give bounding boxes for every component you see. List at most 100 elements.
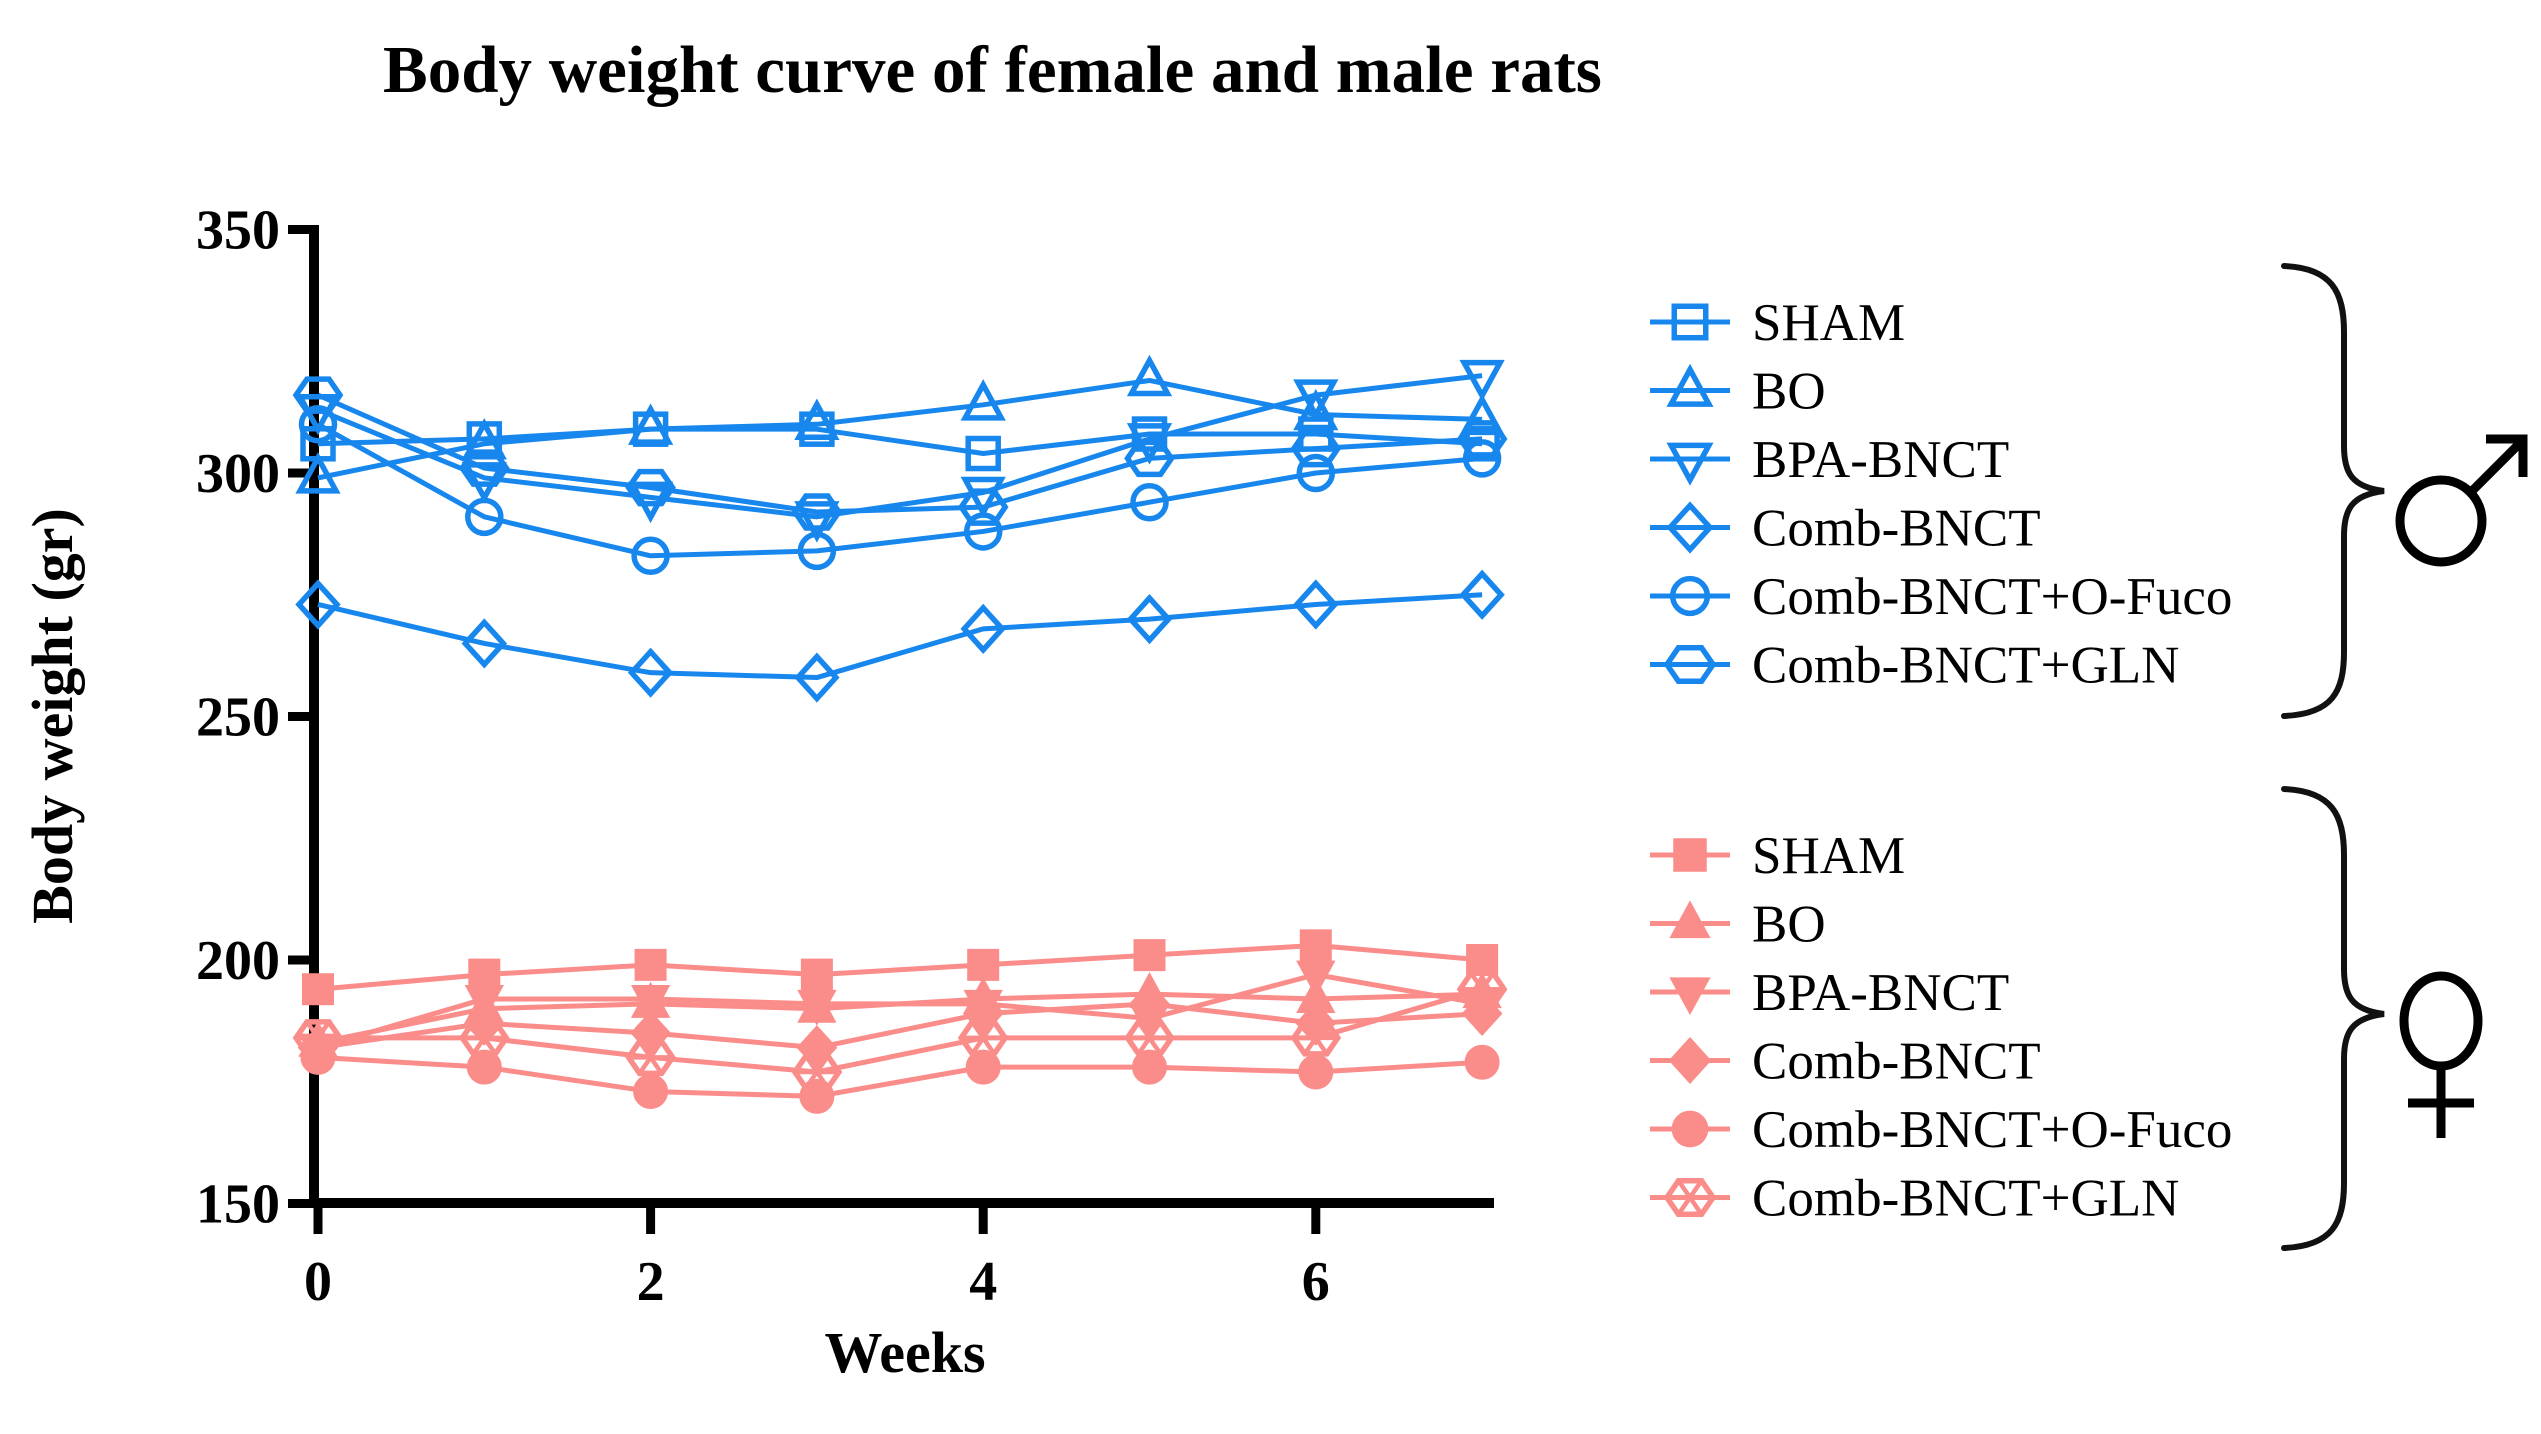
triangle-up-marker-icon — [1293, 388, 1339, 431]
circle-marker-icon — [1464, 1044, 1500, 1080]
axis-ticks: 150 200 250 300 350 0 2 4 6 — [196, 200, 1330, 1314]
legend-label: BPA-BNCT — [1752, 964, 2009, 1022]
circle-marker-icon — [1669, 575, 1711, 617]
chart-title: Body weight curve of female and male rat… — [383, 33, 1602, 107]
x-tick-label: 6 — [1302, 1251, 1330, 1313]
diamond-marker-icon — [1666, 501, 1714, 554]
square-marker-icon — [800, 958, 833, 991]
diamond-marker-icon — [1293, 579, 1339, 630]
legend-item-male-Comb-BNCT+GLN: Comb-BNCT+GLN — [1650, 637, 2179, 695]
diamond-marker-icon — [960, 603, 1006, 654]
diamond-marker-icon — [1126, 594, 1173, 645]
y-tick-label: 250 — [196, 687, 280, 749]
hexagon-cross-marker-icon — [458, 1019, 510, 1057]
triangle-down-marker-icon — [960, 476, 1006, 519]
hexagon-cross-marker-icon — [957, 1019, 1009, 1057]
x-tick-label: 4 — [969, 1251, 997, 1313]
series-line-female-SHAM — [317, 942, 1483, 992]
square-marker-icon — [1464, 426, 1500, 462]
triangle-down-marker-icon — [1666, 442, 1714, 486]
hexagon-cross-marker-icon — [1456, 970, 1508, 1008]
hexagon-cross-marker-icon — [292, 1019, 344, 1057]
square-marker-icon — [1673, 838, 1707, 872]
series-line-female-Comb-BNCT+O-Fuco — [317, 1054, 1483, 1099]
male-symbol-icon — [2395, 434, 2528, 567]
y-tick-label: 300 — [196, 443, 280, 505]
circle-marker-icon — [633, 1073, 669, 1109]
diamond-marker-icon — [295, 579, 341, 630]
triangle-up-marker-icon — [1126, 354, 1173, 397]
series-line-male-Comb-BNCT — [317, 592, 1483, 681]
x-tick-label: 2 — [637, 1251, 665, 1313]
circle-marker-icon — [1132, 1049, 1167, 1085]
circle-marker-icon — [1671, 1110, 1709, 1148]
hexagon-marker-icon — [458, 449, 510, 487]
legend-label: SHAM — [1752, 294, 1905, 352]
legend-label: Comb-BNCT+GLN — [1752, 637, 2179, 695]
triangle-down-marker-icon — [794, 501, 840, 543]
y-axis-title: Body weight (gr) — [20, 508, 85, 924]
triangle-up-marker-icon — [960, 379, 1006, 421]
circle-marker-icon — [631, 536, 670, 576]
triangle-up-marker-icon — [295, 452, 341, 494]
hexagon-marker-icon — [1290, 429, 1342, 468]
hexagon-cross-marker-icon — [1290, 1019, 1342, 1057]
triangle-up-marker-icon — [461, 418, 507, 460]
series-markers-male-Comb-BNCT+O-Fuco — [298, 405, 1502, 576]
hexagon-cross-marker-icon — [1663, 1177, 1717, 1218]
diamond-marker-icon — [1129, 981, 1170, 1027]
legend-label: BO — [1752, 363, 1826, 421]
legend-label: BO — [1752, 896, 1826, 954]
triangle-down-marker-icon — [797, 989, 837, 1026]
series-markers-male-Comb-BNCT — [295, 569, 1505, 703]
legend-item-male-BO: BO — [1650, 363, 1826, 421]
diamond-marker-icon — [461, 618, 508, 669]
hexagon-cross-marker-icon — [791, 1053, 843, 1091]
y-tick-label: 350 — [196, 200, 280, 262]
hexagon-marker-icon — [791, 493, 843, 531]
triangle-up-marker-icon — [1669, 900, 1711, 939]
series-line-male-Comb-BNCT+O-Fuco — [316, 422, 1483, 559]
series-line-female-BPA-BNCT — [317, 972, 1483, 1051]
y-tick-label: 150 — [196, 1174, 280, 1236]
triangle-down-marker-icon — [1293, 379, 1339, 421]
triangle-up-marker-icon — [1666, 363, 1714, 407]
legend-item-male-Comb-BNCT+O-Fuco: Comb-BNCT+O-Fuco — [1650, 568, 2232, 626]
legend-item-male-SHAM: SHAM — [1650, 294, 1905, 352]
series-line-female-Comb-BNCT — [317, 1001, 1483, 1051]
legend-item-female-Comb-BNCT: Comb-BNCT — [1650, 1033, 2041, 1091]
legend-item-female-BPA-BNCT: BPA-BNCT — [1650, 964, 2009, 1022]
series-markers-male-BO — [295, 354, 1505, 494]
circle-marker-icon — [963, 512, 1003, 551]
hexagon-marker-icon — [1124, 439, 1175, 478]
triangle-down-marker-icon — [630, 984, 671, 1022]
female-group-brace — [2281, 786, 2385, 1251]
legend: SHAM BO BPA-BNCT Comb-BNCT Comb-BNCT+O-Fuco C… — [1650, 294, 2232, 1228]
y-tick-label: 200 — [196, 930, 280, 992]
diamond-marker-icon — [794, 652, 840, 703]
hexagon-cross-marker-icon — [1124, 1019, 1175, 1057]
diamond-marker-icon — [627, 647, 674, 698]
legend-label: BPA-BNCT — [1752, 431, 2009, 489]
series-line-male-SHAM — [317, 426, 1483, 457]
series-markers-male-Comb-BNCT+GLN — [292, 376, 1508, 531]
legend-label: Comb-BNCT — [1752, 500, 2041, 558]
legend-label: Comb-BNCT+O-Fuco — [1752, 1101, 2232, 1159]
square-marker-icon — [967, 948, 1000, 981]
x-tick-label: 0 — [304, 1251, 332, 1313]
legend-item-female-BO: BO — [1650, 896, 1826, 954]
series-line-male-Comb-BNCT+GLN — [316, 392, 1483, 515]
circle-marker-icon — [1130, 482, 1169, 522]
circle-marker-icon — [465, 497, 504, 537]
series-line-male-BO — [317, 377, 1483, 481]
square-marker-icon — [1299, 929, 1332, 962]
legend-label: Comb-BNCT — [1752, 1033, 2041, 1091]
circle-marker-icon — [300, 1039, 336, 1075]
square-marker-icon — [1466, 944, 1499, 976]
hexagon-marker-icon — [625, 468, 676, 507]
legend-item-female-SHAM: SHAM — [1650, 827, 1905, 885]
triangle-down-marker-icon — [627, 481, 674, 524]
data-series — [292, 354, 1508, 1114]
